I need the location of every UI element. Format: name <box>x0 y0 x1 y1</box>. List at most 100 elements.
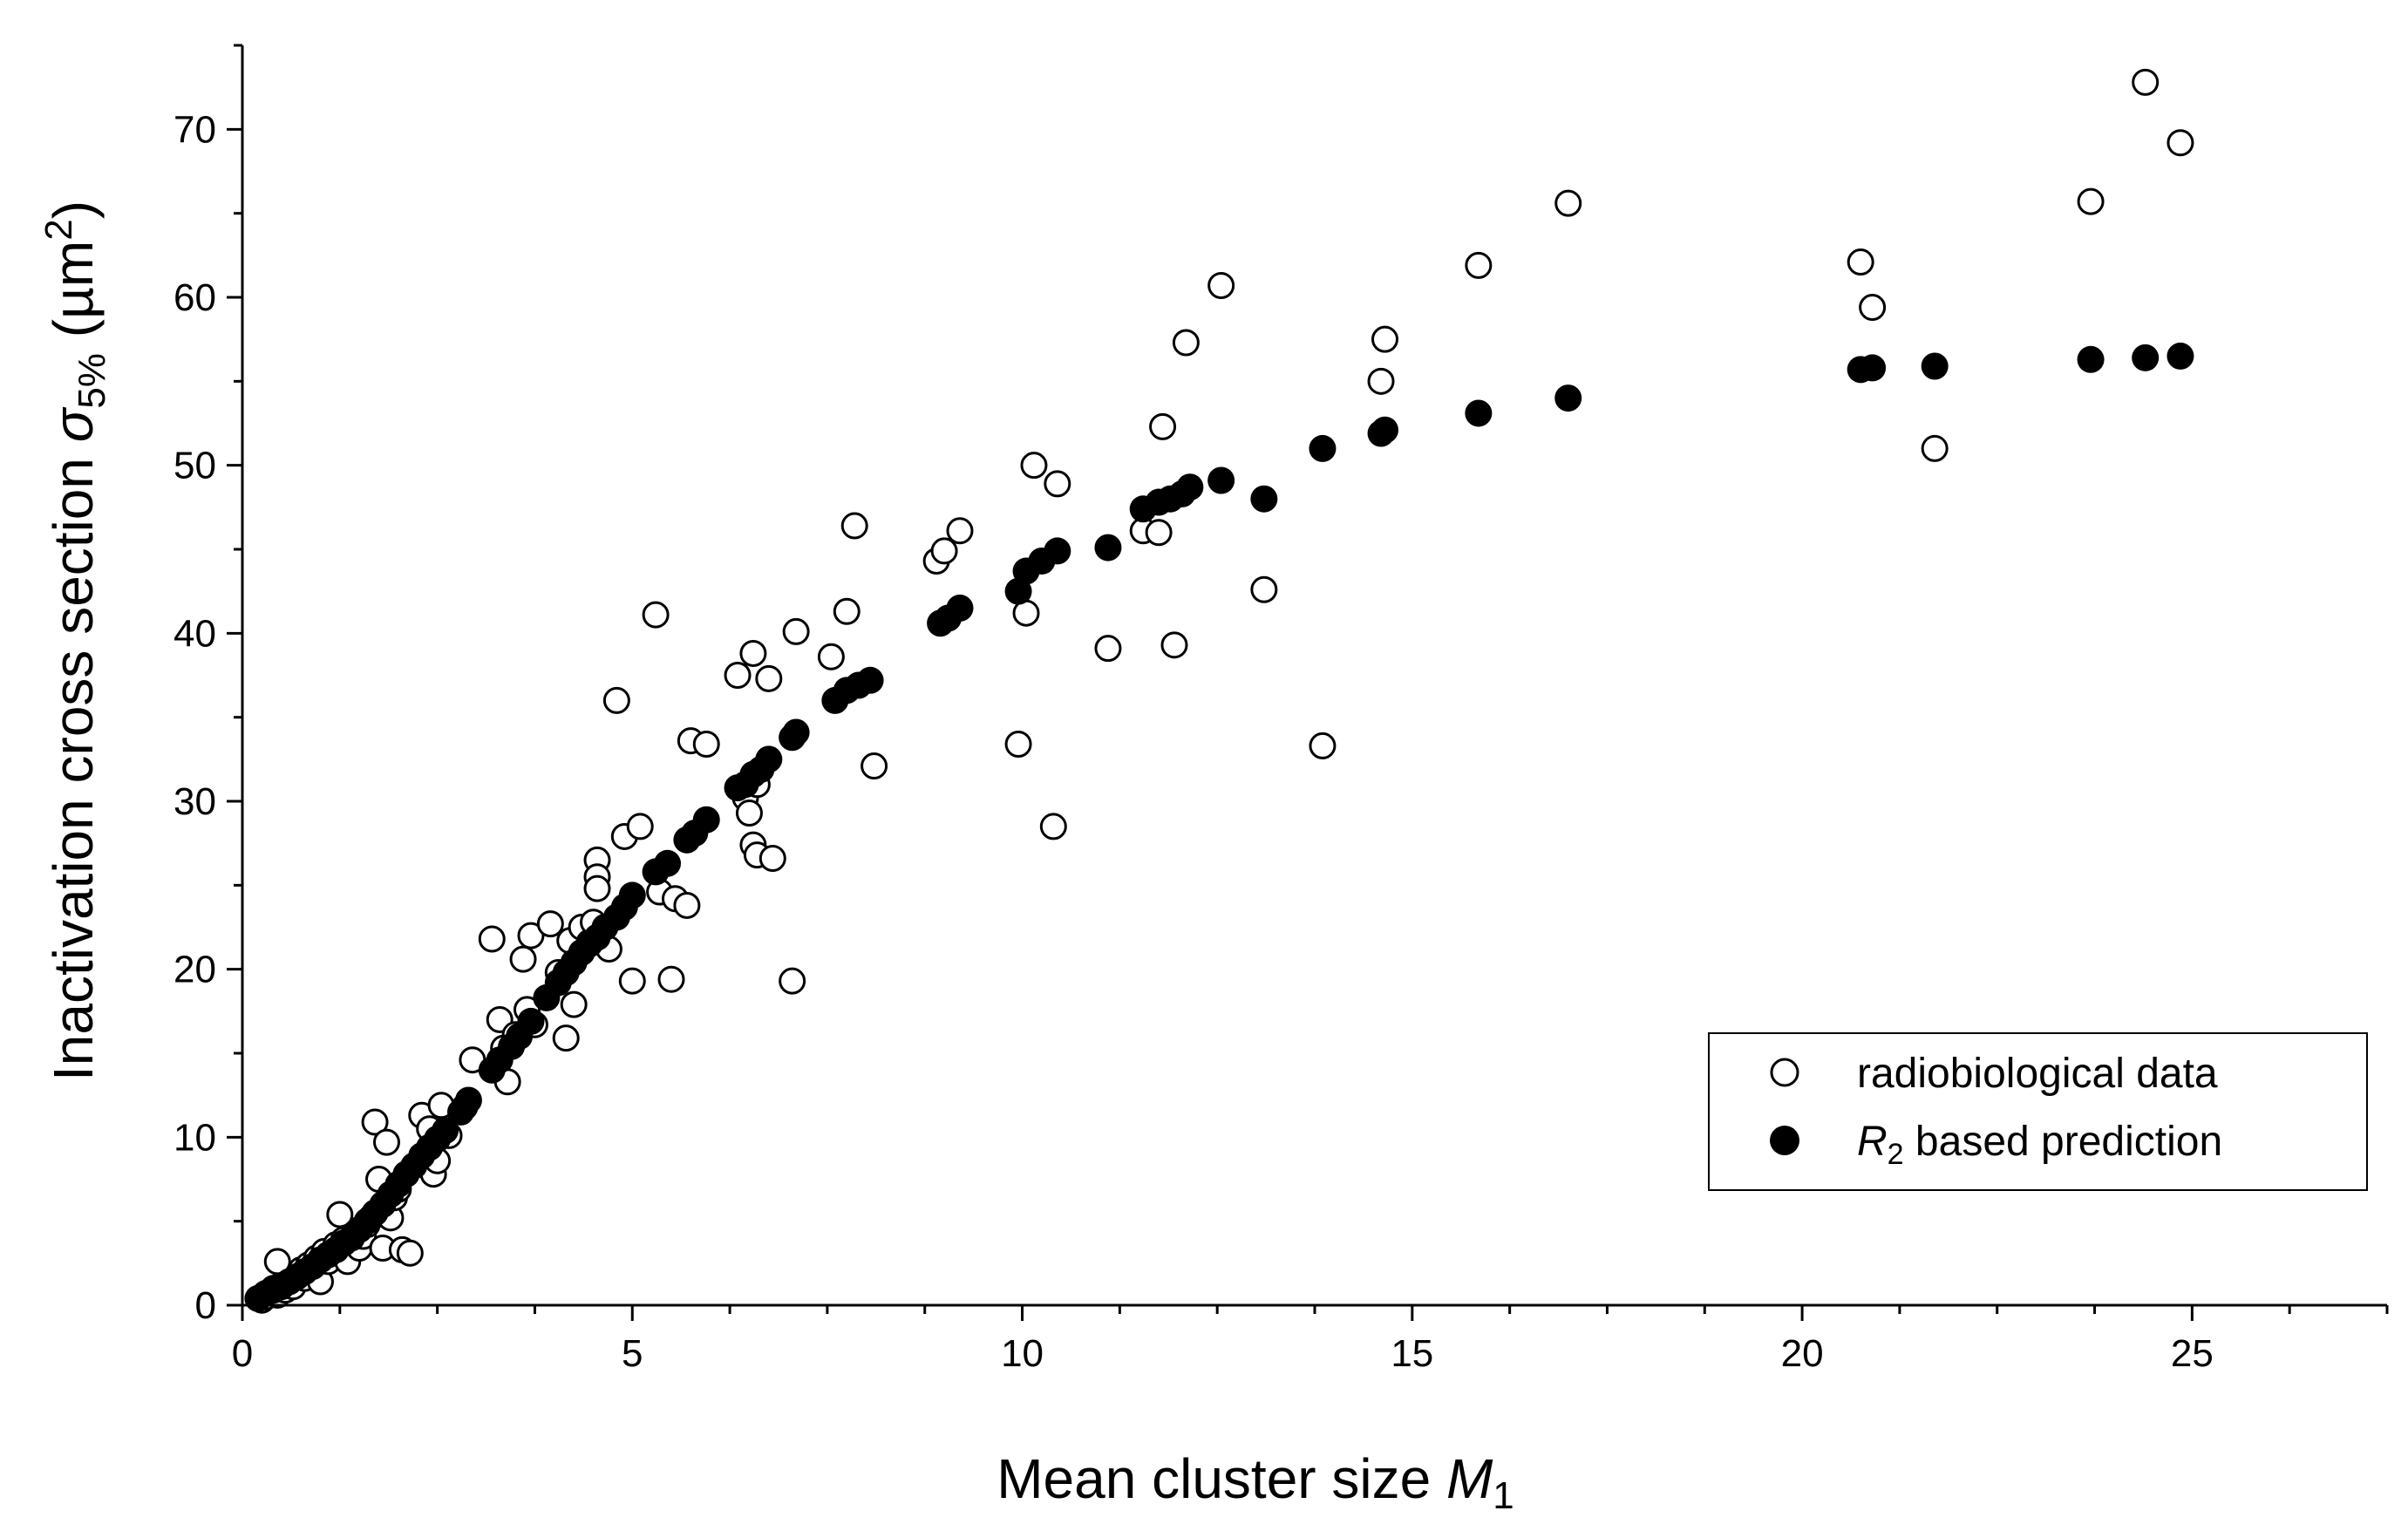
data-point-filled <box>755 745 783 773</box>
data-point-open <box>833 597 860 625</box>
y-axis-title: Inactivation cross section σ5% (µm2) <box>37 201 113 1081</box>
y-tick-label: 50 <box>173 445 216 487</box>
data-point-open <box>1367 367 1395 395</box>
x-axis-title: Mean cluster size M1 <box>997 1447 1514 1517</box>
data-point-open <box>2077 187 2105 215</box>
x-tick-label: 0 <box>232 1332 253 1375</box>
y-tick-label: 30 <box>173 780 216 823</box>
data-point-open <box>263 1248 291 1276</box>
data-point-open <box>372 1128 400 1156</box>
data-point-open <box>860 752 888 780</box>
x-tick-label: 15 <box>1391 1332 1433 1375</box>
x-tick-label: 20 <box>1781 1332 1824 1375</box>
data-point-filled <box>2077 345 2105 373</box>
data-point-filled <box>692 806 720 834</box>
data-point-open <box>779 967 806 995</box>
data-point-open <box>1094 635 1122 663</box>
data-point-filled <box>1921 352 1949 380</box>
y-tick-label: 20 <box>173 949 216 991</box>
y-tick-label: 70 <box>173 108 216 151</box>
data-point-open <box>1004 730 1032 758</box>
data-point-open <box>396 1239 424 1267</box>
data-point-open <box>840 512 868 540</box>
data-point-open <box>1020 452 1048 480</box>
data-point-open <box>552 1024 580 1052</box>
y-tick-label: 10 <box>173 1116 216 1159</box>
legend-label-prediction: R2 based prediction <box>1857 1119 2222 1171</box>
data-point-open <box>478 925 506 953</box>
legend-filled-circle-marker <box>1770 1126 1799 1155</box>
data-point-filled <box>1309 434 1337 462</box>
legend-label-radiobiological-data: radiobiological data <box>1857 1051 2218 1097</box>
data-point-open <box>692 730 720 758</box>
data-point-filled <box>1094 534 1122 561</box>
data-point-open <box>1554 189 1582 217</box>
data-point-open <box>642 601 670 629</box>
legend-open-circle-marker <box>1770 1058 1799 1087</box>
data-point-filled <box>1465 399 1493 427</box>
data-point-open <box>1465 251 1493 279</box>
data-point-open <box>946 517 974 545</box>
data-point-filled <box>432 1117 459 1145</box>
data-point-open <box>1309 732 1337 759</box>
x-tick-label: 5 <box>622 1332 643 1375</box>
data-point-filled <box>856 666 884 694</box>
data-point-open <box>602 686 630 714</box>
data-point-filled <box>2167 342 2194 370</box>
data-point-filled <box>1250 485 1278 513</box>
data-point-open <box>657 965 685 993</box>
data-point-open <box>755 664 783 692</box>
data-point-open <box>724 662 752 689</box>
data-point-open <box>1160 631 1188 659</box>
data-point-open <box>1847 248 1874 276</box>
prediction-series <box>244 342 2194 1312</box>
data-point-open <box>1149 412 1177 440</box>
data-point-filled <box>454 1086 482 1114</box>
data-point-open <box>1371 325 1399 353</box>
data-point-filled <box>618 881 646 909</box>
data-point-open <box>1145 519 1173 547</box>
data-point-filled <box>1859 354 1887 382</box>
data-point-open <box>1921 434 1949 462</box>
data-point-filled <box>1554 384 1582 412</box>
data-point-filled <box>1371 416 1399 444</box>
data-point-open <box>673 891 701 919</box>
data-point-open <box>817 643 845 670</box>
data-point-open <box>735 799 763 827</box>
data-point-open <box>560 990 588 1018</box>
x-tick-label: 25 <box>2171 1332 2214 1375</box>
data-point-open <box>758 845 786 873</box>
data-point-filled <box>946 594 974 622</box>
y-tick-label: 0 <box>195 1284 216 1327</box>
data-point-filled <box>1207 466 1235 494</box>
data-point-open <box>1039 813 1067 840</box>
data-point-filled <box>654 849 682 877</box>
data-point-open <box>1044 470 1071 498</box>
data-point-open <box>930 537 958 565</box>
data-point-open <box>361 1108 389 1136</box>
data-point-open <box>536 910 564 938</box>
data-point-open <box>626 813 654 840</box>
data-point-open <box>739 639 767 667</box>
x-tick-label: 10 <box>1001 1332 1044 1375</box>
legend-box <box>1708 1032 2368 1191</box>
data-point-filled <box>782 718 810 746</box>
data-point-open <box>583 874 611 902</box>
data-point-open <box>618 967 646 995</box>
data-point-open <box>509 945 537 973</box>
data-point-open <box>1859 294 1887 322</box>
data-point-open <box>517 922 545 949</box>
data-point-open <box>1250 575 1278 603</box>
data-point-filled <box>517 1007 545 1035</box>
data-point-open <box>1172 329 1200 357</box>
data-point-open <box>1207 272 1235 300</box>
data-point-open <box>2132 68 2160 96</box>
data-point-open <box>782 617 810 645</box>
y-tick-label: 60 <box>173 276 216 319</box>
legend: radiobiological data R2 based prediction <box>1708 1032 2368 1191</box>
y-tick-label: 40 <box>173 612 216 655</box>
data-point-filled <box>1176 473 1204 501</box>
ticks: 0 5 10 15 20 25 0 10 20 30 40 50 60 70 <box>173 44 2389 1375</box>
data-point-open <box>326 1201 354 1228</box>
